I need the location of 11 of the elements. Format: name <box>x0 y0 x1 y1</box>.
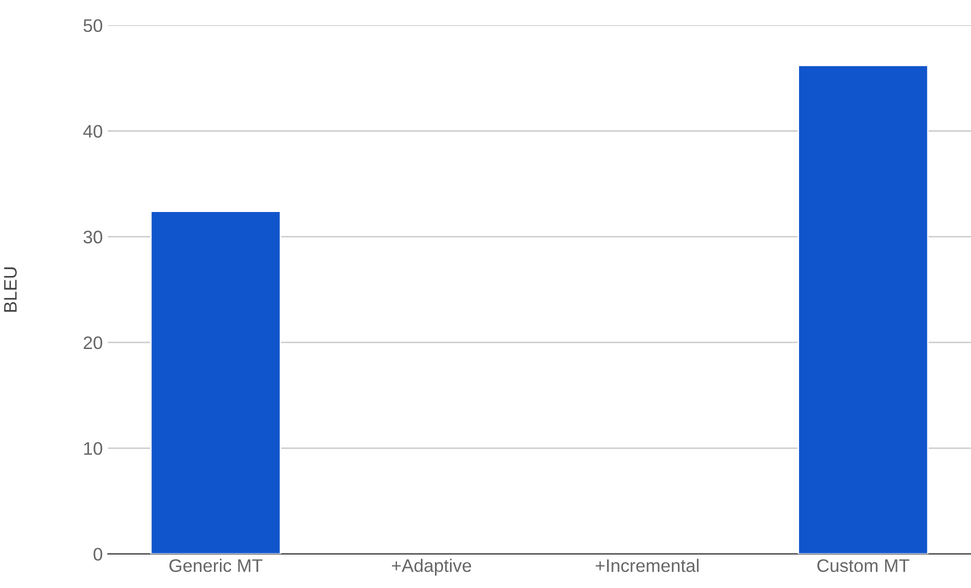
x-tick-label: Generic MT <box>169 558 262 572</box>
y-axis-title: BLEU <box>4 267 17 312</box>
x-tick-label: +Adaptive <box>392 558 472 576</box>
y-tick-label: 20 <box>84 336 102 350</box>
y-tick-label: 10 <box>84 442 102 455</box>
y-tick-label: 30 <box>84 230 102 244</box>
x-tick-label: +Incremental <box>596 558 699 572</box>
x-tick-label: Custom MT <box>817 559 910 572</box>
y-tick-label: 50 <box>84 19 102 32</box>
y-tick-label: 0 <box>94 548 102 561</box>
y-tick-label: 40 <box>83 124 102 138</box>
